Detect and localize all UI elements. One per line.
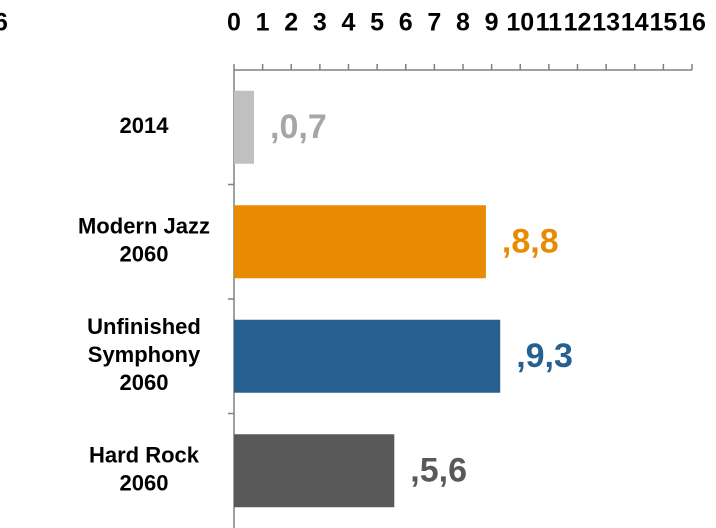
- bar: [234, 90, 255, 164]
- y-tick-label: Unfinished: [87, 314, 201, 339]
- y-tick-label: Hard Rock: [89, 443, 200, 468]
- y-tick-label: 2060: [120, 242, 169, 267]
- x-tick-label: 0: [227, 9, 241, 37]
- x-tick-label: 9: [485, 9, 499, 37]
- x-tick-label: 3: [313, 9, 327, 37]
- x-tick-label: 13: [592, 9, 620, 37]
- bar: [234, 205, 486, 279]
- x-tick-label: 2: [284, 9, 298, 37]
- x-tick-label: 8: [456, 9, 470, 37]
- x-tick-label: 5: [370, 9, 384, 37]
- x-tick-label: 7: [427, 9, 441, 37]
- x-tick-label: 14: [621, 9, 649, 37]
- bar: [234, 434, 395, 508]
- value-label: ,5,6: [410, 452, 467, 490]
- value-label: ,9,3: [516, 337, 573, 375]
- bar: [234, 319, 501, 393]
- y-tick-label: Modern Jazz: [78, 214, 210, 239]
- x-tick-label: 1: [256, 9, 270, 37]
- y-tick-label: 2060: [120, 471, 169, 496]
- value-label: ,8,8: [502, 223, 559, 261]
- x-tick-label: 10: [506, 9, 534, 37]
- y-tick-label: Symphony: [88, 342, 201, 367]
- x-tick-label: 4: [342, 9, 356, 37]
- annotation: 6: [0, 9, 8, 37]
- y-tick-label: 2014: [120, 113, 170, 138]
- x-tick-label: 6: [399, 9, 413, 37]
- value-label: ,0,7: [270, 108, 327, 146]
- x-tick-label: 15: [649, 9, 677, 37]
- x-tick-label: 16: [678, 9, 706, 37]
- y-tick-label: 2060: [120, 370, 169, 395]
- x-tick-label: 12: [564, 9, 592, 37]
- x-tick-label: 11: [536, 9, 563, 37]
